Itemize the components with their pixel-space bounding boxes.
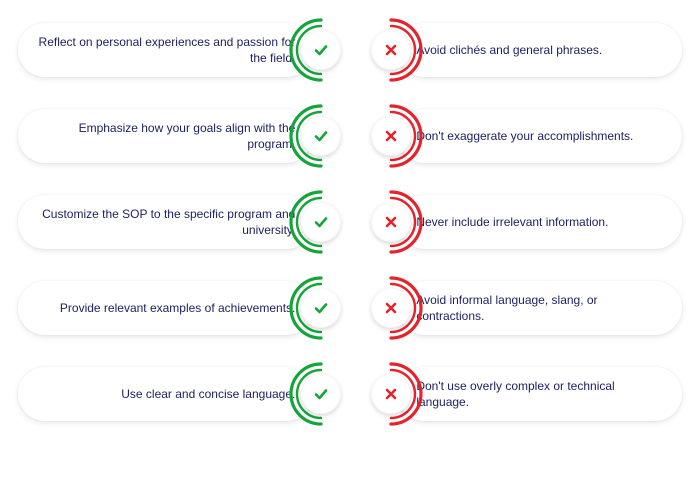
badge-circle <box>371 30 411 70</box>
cross-icon <box>383 300 399 316</box>
dont-pill: Don't use overly complex or technical la… <box>398 367 682 421</box>
check-icon <box>313 128 329 144</box>
cross-badge <box>362 364 420 424</box>
do-text: Emphasize how your goals align with the … <box>38 120 295 152</box>
badge-circle <box>301 116 341 156</box>
do-text: Provide relevant examples of achievement… <box>60 300 295 316</box>
badge-circle <box>301 30 341 70</box>
dont-pill: Avoid clichés and general phrases. <box>398 23 682 77</box>
dont-text: Don't use overly complex or technical la… <box>416 378 662 410</box>
check-badge <box>291 364 349 424</box>
row: Reflect on personal experiences and pass… <box>18 20 682 80</box>
row: Customize the SOP to the specific progra… <box>18 192 682 252</box>
badge-circle <box>371 374 411 414</box>
badge-circle <box>371 116 411 156</box>
infographic-grid: Reflect on personal experiences and pass… <box>18 20 682 424</box>
row: Use clear and concise language. Don't us… <box>18 364 682 424</box>
dont-pill: Avoid informal language, slang, or contr… <box>398 281 682 335</box>
cross-icon <box>383 214 399 230</box>
check-badge <box>291 192 349 252</box>
badge-circle <box>371 202 411 242</box>
do-pill: Emphasize how your goals align with the … <box>18 109 313 163</box>
cross-icon <box>383 42 399 58</box>
dont-text: Don't exaggerate your accomplishments. <box>416 128 633 144</box>
cross-badge <box>362 192 420 252</box>
check-badge <box>291 20 349 80</box>
dont-pill: Never include irrelevant information. <box>398 195 682 249</box>
cross-icon <box>383 386 399 402</box>
cross-badge <box>362 278 420 338</box>
do-pill: Provide relevant examples of achievement… <box>18 281 313 335</box>
do-text: Customize the SOP to the specific progra… <box>38 206 295 238</box>
do-pill: Customize the SOP to the specific progra… <box>18 195 313 249</box>
row: Emphasize how your goals align with the … <box>18 106 682 166</box>
check-badge <box>291 278 349 338</box>
dont-text: Avoid clichés and general phrases. <box>416 42 602 58</box>
do-text: Use clear and concise language. <box>121 386 295 402</box>
cross-badge <box>362 106 420 166</box>
do-text: Reflect on personal experiences and pass… <box>38 34 295 66</box>
badge-circle <box>301 374 341 414</box>
do-pill: Reflect on personal experiences and pass… <box>18 23 313 77</box>
row: Provide relevant examples of achievement… <box>18 278 682 338</box>
dont-text: Never include irrelevant information. <box>416 214 608 230</box>
badge-circle <box>371 288 411 328</box>
dont-pill: Don't exaggerate your accomplishments. <box>398 109 682 163</box>
check-icon <box>313 214 329 230</box>
dont-text: Avoid informal language, slang, or contr… <box>416 292 662 324</box>
check-icon <box>313 42 329 58</box>
cross-icon <box>383 128 399 144</box>
check-badge <box>291 106 349 166</box>
do-pill: Use clear and concise language. <box>18 367 313 421</box>
badge-circle <box>301 288 341 328</box>
check-icon <box>313 386 329 402</box>
badge-circle <box>301 202 341 242</box>
check-icon <box>313 300 329 316</box>
cross-badge <box>362 20 420 80</box>
